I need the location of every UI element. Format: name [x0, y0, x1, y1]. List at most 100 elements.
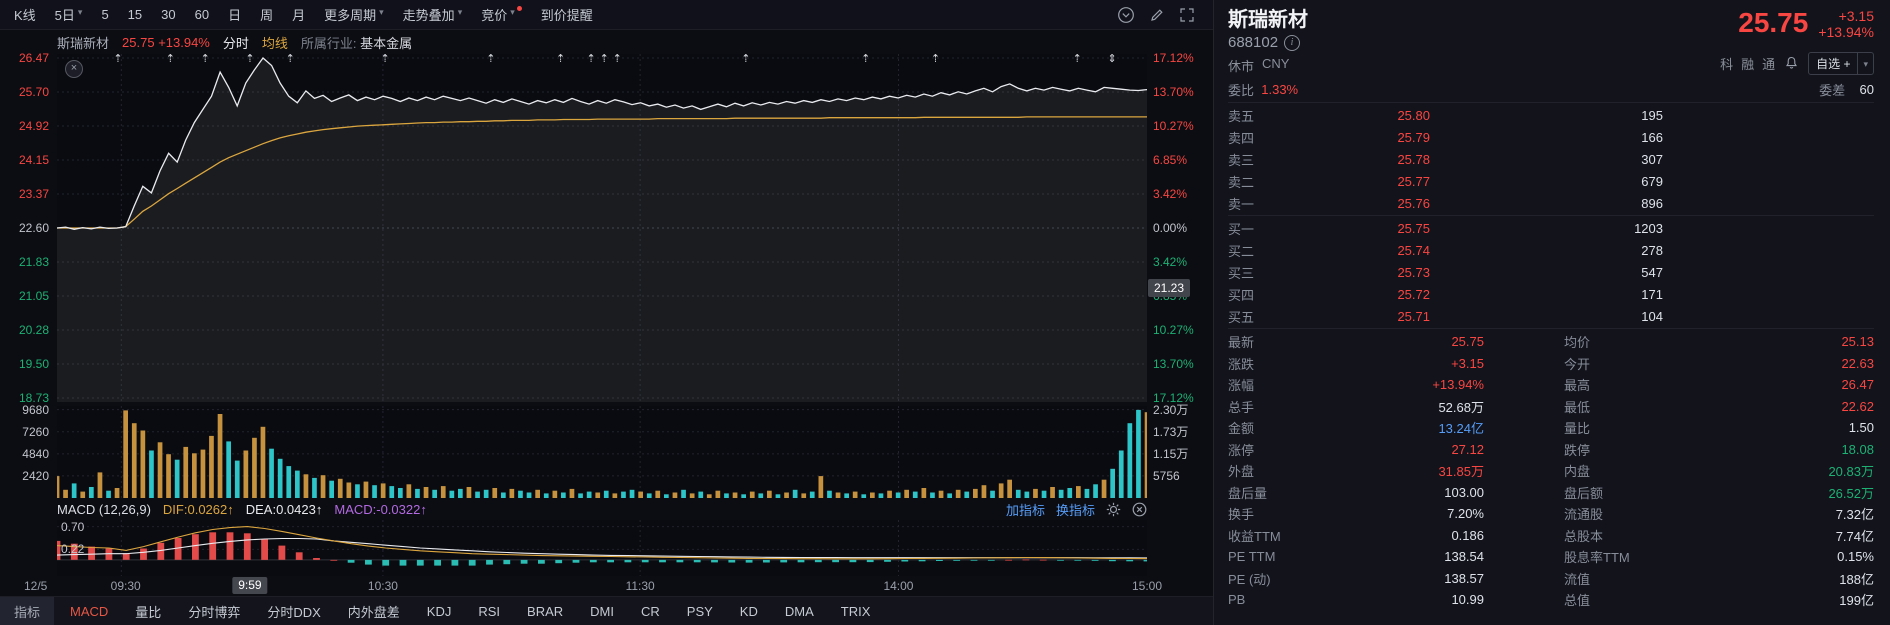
event-marker-icon[interactable]: ⇡ — [380, 54, 390, 65]
event-marker-icon[interactable]: ⇡ — [741, 54, 751, 65]
level-label: 买五 — [1228, 309, 1255, 325]
industry-link[interactable]: 基本金属 — [360, 35, 413, 51]
updown-marker-icon[interactable]: ⇕ — [1107, 54, 1117, 65]
event-marker-icon[interactable]: ⇡ — [165, 54, 175, 65]
volume-axis-right: 2.30万 1.73万 1.15万 5756 — [1147, 404, 1213, 498]
stats-row: 涨幅 +13.94% 最高 26.47 — [1228, 374, 1874, 396]
level-price[interactable]: 25.76 — [1397, 195, 1430, 211]
stat-label: 金额 — [1228, 421, 1255, 437]
currency-label: CNY — [1262, 56, 1290, 71]
ask-row: 卖一 25.76 896 — [1228, 192, 1874, 214]
level-price[interactable]: 25.72 — [1397, 286, 1430, 302]
tab-MACD[interactable]: MACD — [70, 603, 109, 619]
level-label: 买四 — [1228, 287, 1255, 303]
level-price[interactable]: 25.74 — [1397, 242, 1430, 258]
toolbar-item-更多周期[interactable]: 更多周期 ▾ — [324, 7, 384, 23]
level-price[interactable]: 25.71 — [1397, 308, 1430, 324]
macd-dea-value: DEA:0.0423↑ — [245, 501, 323, 517]
axis-label: 3.42% — [1153, 255, 1188, 269]
toolbar-item-周[interactable]: 周 — [260, 8, 274, 23]
event-marker-icon[interactable]: ⇡ — [612, 54, 622, 65]
level-price[interactable]: 25.78 — [1397, 151, 1430, 167]
watchlist-dropdown-icon[interactable]: ▾ — [1863, 58, 1868, 69]
settings-gear-icon[interactable] — [1106, 502, 1121, 517]
level-price[interactable]: 25.80 — [1397, 107, 1430, 123]
stat-label: 最新 — [1228, 335, 1255, 351]
tab-分时博弈[interactable]: 分时博弈 — [188, 604, 241, 620]
time-label-11:30: 11:30 — [625, 579, 655, 593]
toolbar-item-K线[interactable]: K线 — [14, 8, 36, 23]
draw-pencil-icon[interactable] — [1149, 7, 1165, 23]
bid-levels: 买一 25.75 1203 买二 25.74 278 买三 25.73 547 买四 25.72 17… — [1228, 216, 1874, 329]
ma-toggle[interactable]: 均线 — [261, 35, 288, 51]
tab-PSY[interactable]: PSY — [686, 603, 713, 619]
event-marker-icon[interactable]: ⇡ — [586, 54, 596, 65]
chart-mode-label[interactable]: 分时 — [222, 35, 249, 51]
toolbar-item-30[interactable]: 30 — [161, 7, 176, 22]
event-marker-icon[interactable]: ⇡ — [245, 54, 255, 65]
collapse-circle-icon[interactable] — [1117, 6, 1135, 24]
toolbar-item-竞价[interactable]: 竞价 ▾ — [481, 5, 522, 24]
toolbar-item-5[interactable]: 5 — [101, 7, 109, 22]
toolbar-item-15[interactable]: 15 — [127, 7, 143, 22]
tab-分时DDX[interactable]: 分时DDX — [267, 604, 321, 620]
bid-row: 买五 25.71 104 — [1228, 305, 1874, 327]
tab-量比[interactable]: 量比 — [135, 604, 162, 620]
chart-subheader: 斯瑞新材 25.75 +13.94% 分时 均线 所属行业: 基本金属 — [0, 30, 1213, 54]
tab-TRIX[interactable]: TRIX — [840, 603, 871, 619]
level-price[interactable]: 25.75 — [1397, 220, 1430, 236]
toolbar-item-60[interactable]: 60 — [194, 7, 210, 22]
price-plot[interactable]: × ⇡ ⇡ ⇡ ⇡ ⇡ ⇡ ⇡ ⇡ ⇡ ⇡ ⇡ ⇡ ⇡ ⇡ ⇡ ⇕ — [57, 54, 1147, 402]
stat-label: 涨幅 — [1228, 378, 1255, 394]
toolbar-item-月[interactable]: 月 — [292, 8, 306, 23]
tab-KD[interactable]: KD — [739, 603, 758, 619]
event-marker-icon[interactable]: ⇡ — [486, 54, 496, 65]
toolbar-item-日[interactable]: 日 — [228, 8, 242, 23]
stat-label: 均价 — [1564, 335, 1591, 351]
level-price[interactable]: 25.77 — [1397, 173, 1430, 189]
toolbar-item-走势叠加[interactable]: 走势叠加 ▾ — [402, 7, 463, 23]
tab-KDJ[interactable]: KDJ — [426, 603, 452, 619]
tab-CR[interactable]: CR — [641, 603, 660, 619]
add-indicator-link[interactable]: 加指标 — [1005, 502, 1045, 518]
market-tags: 科融通 自选 + ▾ — [1720, 52, 1874, 75]
quote-price-block: 25.75 +3.15 +13.94% 科融通 自选 + ▾ — [1720, 8, 1874, 75]
event-marker-icon[interactable]: ⇡ — [555, 54, 566, 65]
macd-axis-right — [1147, 520, 1213, 576]
close-overlay-icon[interactable]: × — [65, 60, 83, 78]
axis-label: 20.28 — [18, 323, 49, 337]
tab-BRAR[interactable]: BRAR — [527, 603, 564, 619]
volume-plot[interactable] — [57, 406, 1147, 498]
chart-region: K线 5日 ▾ 5 15 30 60 日 周 月 更多周期 ▾ 走势叠加 ▾ 竞价 ▾ 到价提醒 斯瑞新材 25… — [0, 5, 1213, 625]
level-volume: 278 — [1641, 242, 1663, 258]
stat-value: 26.52万 — [1828, 485, 1874, 501]
stat-value: 52.68万 — [1438, 399, 1484, 415]
stat-value: 7.32亿 — [1835, 507, 1874, 523]
macd-plot[interactable]: 0.70 0.22 — [57, 520, 1147, 576]
event-marker-icon[interactable]: ⇡ — [861, 54, 871, 65]
toolbar-item-5日[interactable]: 5日 ▾ — [54, 7, 83, 23]
stat-value: 188亿 — [1839, 571, 1874, 587]
switch-indicator-link[interactable]: 换指标 — [1055, 502, 1095, 518]
fullscreen-icon[interactable] — [1179, 7, 1195, 23]
tab-DMI[interactable]: DMI — [590, 603, 614, 619]
stat-value: 138.57 — [1444, 570, 1484, 586]
level-price[interactable]: 25.73 — [1397, 264, 1430, 280]
add-watchlist-button[interactable]: 自选 + ▾ — [1808, 52, 1874, 75]
event-marker-icon[interactable]: ⇡ — [200, 54, 210, 65]
event-marker-icon[interactable]: ⇡ — [285, 54, 295, 65]
event-marker-icon[interactable]: ⇡ — [113, 54, 123, 65]
tab-RSI[interactable]: RSI — [478, 603, 501, 619]
tab-DMA[interactable]: DMA — [784, 603, 814, 619]
event-marker-icon[interactable]: ⇡ — [1072, 54, 1082, 65]
event-marker-icon[interactable]: ⇡ — [930, 54, 941, 65]
chevron-down-icon: ▾ — [379, 7, 384, 17]
info-icon[interactable]: i — [1284, 34, 1301, 51]
tab-内外盘差[interactable]: 内外盘差 — [347, 604, 400, 620]
level-price[interactable]: 25.79 — [1397, 129, 1430, 145]
event-marker-icon[interactable]: ⇡ — [599, 54, 609, 65]
close-indicator-icon[interactable] — [1132, 502, 1147, 517]
alert-bell-icon[interactable] — [1784, 56, 1799, 71]
toolbar-item-到价提醒[interactable]: 到价提醒 — [540, 8, 593, 23]
stats-row: PB 10.99 总值 199亿 — [1228, 589, 1874, 611]
